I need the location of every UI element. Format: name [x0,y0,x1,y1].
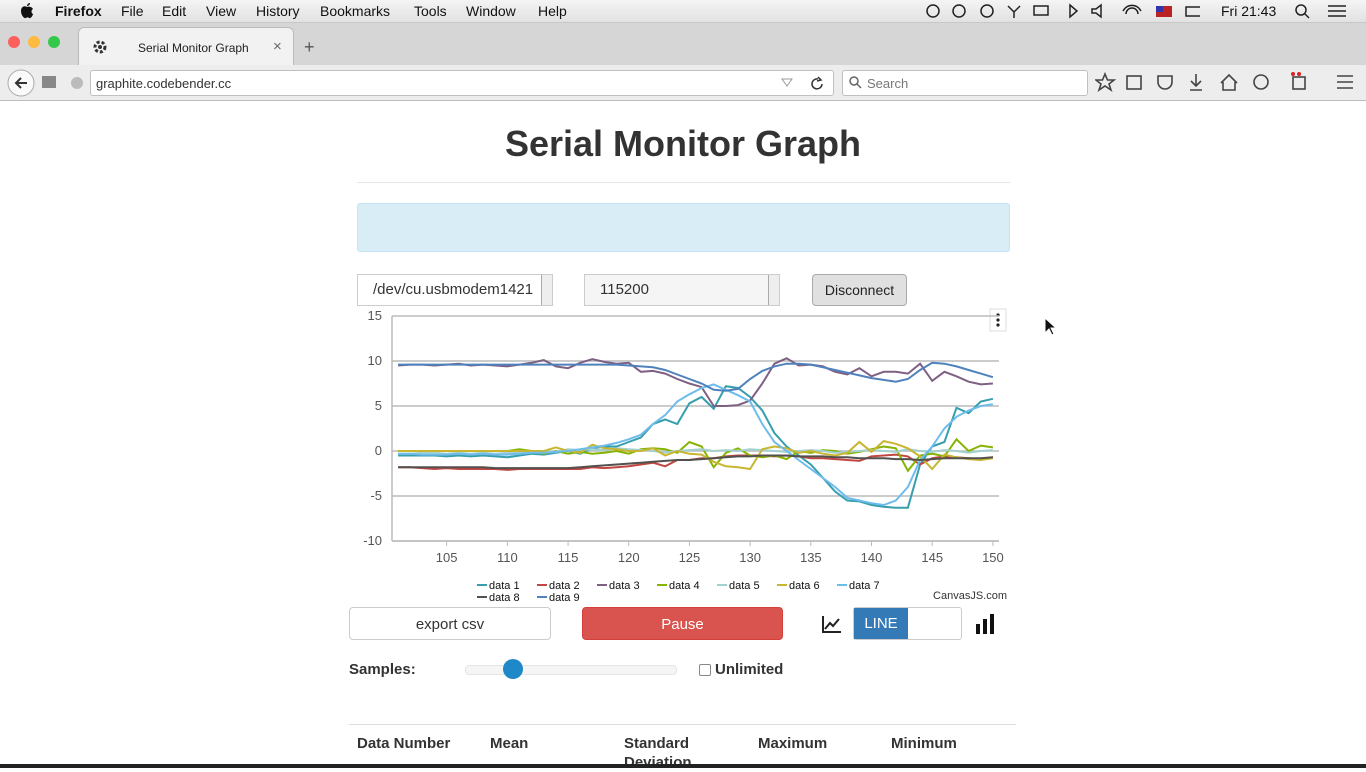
status-icons [926,3,1200,19]
legend-label: data 2 [549,580,580,592]
export-button[interactable]: export csv [349,607,551,640]
tab-title: Serial Monitor Graph [138,41,249,55]
menu-item[interactable]: Tools [414,3,447,19]
legend-label: data 5 [729,580,760,592]
legend-label: data 6 [789,580,820,592]
search-bar[interactable]: Search [842,70,1088,96]
port-value: /dev/cu.usbmodem1421 [373,281,534,298]
nav-toolbar: graphite.codebender.cc Search [0,65,1366,101]
unlimited-label: Unlimited [715,661,784,678]
baud-select[interactable]: 115200 [584,274,780,306]
menu-item[interactable]: File [121,3,144,19]
url: graphite.codebender.cc [96,76,232,91]
legend-label: data 8 [489,592,520,604]
samples-slider[interactable] [465,665,677,675]
legend-label: data 1 [489,580,520,592]
x-tick-label: 125 [679,550,701,565]
x-tick-label: 115 [558,550,579,565]
menu-item[interactable]: Help [538,3,567,19]
new-tab[interactable]: + [304,37,315,57]
menu-item[interactable]: View [206,3,237,19]
legend-label: data 9 [549,592,580,604]
clock: Fri 21:43 [1221,3,1277,19]
tab-icon [93,40,107,54]
pause-button[interactable]: Pause [582,607,783,640]
zoom-window[interactable] [48,36,60,48]
nav-buttons[interactable] [6,67,91,99]
y-tick-label: 10 [368,353,382,368]
web-content: Serial Monitor Graph [0,101,1366,768]
tab-bar: Serial Monitor Graph × + [0,23,1366,66]
chart-type-toggle[interactable]: LINE [853,607,962,640]
y-tick-label: 0 [375,443,382,458]
table-header: Minimum [891,735,957,752]
chart: CanvasJS.com -10 -5 0 5 10 15 105 110 115 120 125 1… [363,308,1007,604]
y-tick-label: -5 [370,488,382,503]
close-window[interactable] [8,36,20,48]
table-header: Maximum [758,735,828,752]
x-tick-label: 110 [497,550,518,565]
menu-extras [1295,4,1346,19]
y-tick-label: -10 [363,533,382,548]
menu-item[interactable]: Edit [162,3,187,19]
slider-handle[interactable] [503,659,523,679]
toggle-on: LINE [854,608,908,639]
bar-chart-icon[interactable] [974,613,996,635]
unlimited-checkbox[interactable] [699,664,711,676]
menu-bar: Firefox File Edit View History Bookmarks… [0,0,1366,23]
y-tick-label: 15 [368,308,382,323]
x-tick-label: 140 [861,550,883,565]
window-bottom-edge [0,764,1366,768]
series-line [398,357,993,407]
url-icons [781,76,823,90]
disconnect-button[interactable]: Disconnect [812,274,907,306]
divider [357,182,1010,183]
series-line [398,361,994,392]
search-placeholder: Search [867,76,909,91]
page-title: Serial Monitor Graph [504,123,862,164]
series-line [398,385,994,509]
series-line [398,454,993,470]
chart-credit[interactable]: CanvasJS.com [933,590,1007,602]
mouse-cursor [1044,317,1058,336]
select-arrow [541,275,552,305]
series-line [398,383,994,507]
table-header: Data Number [357,735,451,752]
x-tick-label: 135 [800,550,822,565]
line-chart-icon[interactable] [821,614,843,634]
legend-label: data 7 [849,580,880,592]
x-tick-label: 150 [982,550,1004,565]
x-tick-label: 105 [436,550,458,565]
table-header: Mean [490,735,529,752]
toolbar-icons[interactable] [1095,71,1357,95]
legend-label: data 3 [609,580,640,592]
url-bar[interactable]: graphite.codebender.cc [90,70,834,96]
menu-item[interactable]: Window [466,3,516,19]
menu-item[interactable]: Bookmarks [320,3,391,19]
y-tick-label: 5 [375,398,382,413]
tab-close[interactable]: × [273,38,282,55]
x-tick-label: 120 [618,550,640,565]
apple-icon [21,3,33,19]
search-icon [849,76,862,89]
legend-label: data 4 [669,580,700,592]
menu-app[interactable]: Firefox [55,3,102,19]
minimize-window[interactable] [28,36,40,48]
tab[interactable]: Serial Monitor Graph × [78,27,294,66]
table-top-border [349,724,1016,725]
samples-label: Samples: [349,661,416,678]
status-alert [357,203,1010,252]
x-tick-label: 145 [921,550,943,565]
port-select[interactable]: /dev/cu.usbmodem1421 [357,274,553,306]
select-arrow [768,275,779,305]
menu-item[interactable]: History [256,3,300,19]
series-line [398,440,994,471]
series-line [398,447,993,455]
x-tick-label: 130 [739,550,761,565]
baud-value: 115200 [600,281,649,298]
